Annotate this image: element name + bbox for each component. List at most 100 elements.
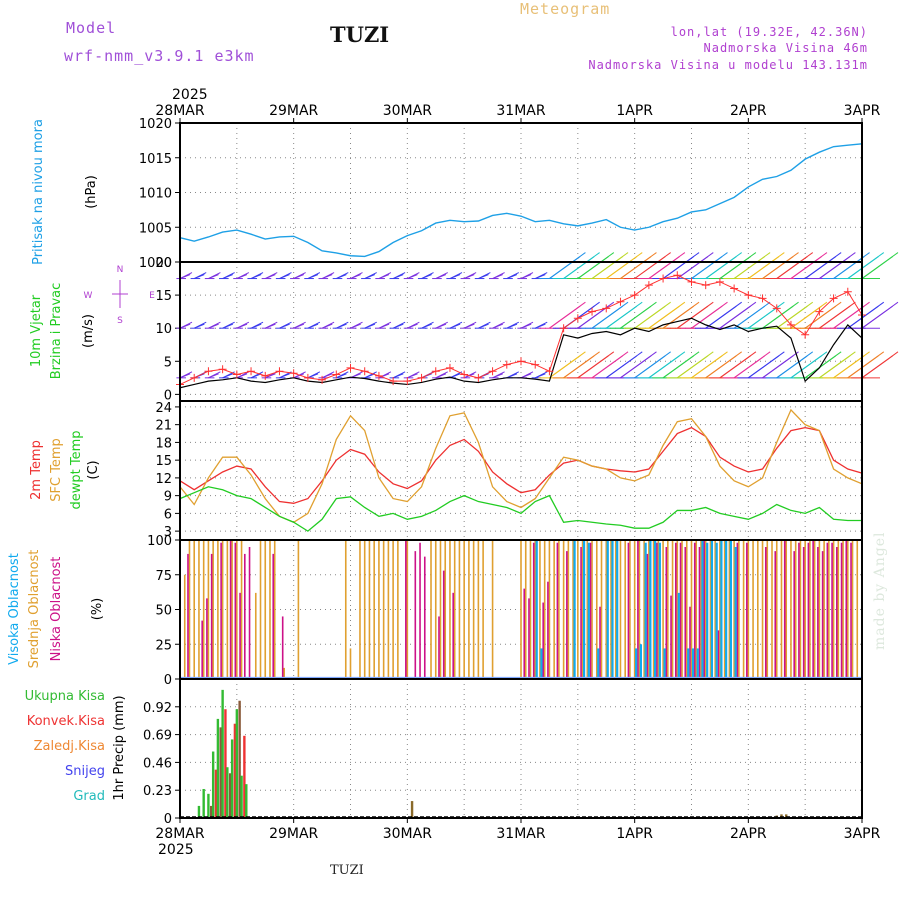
- wind-barb-flag: [250, 323, 262, 329]
- wind-barb: [851, 351, 899, 379]
- wind-barb-flag: [662, 256, 694, 279]
- wind-gust-marker: [715, 277, 724, 286]
- wind-barb: [417, 272, 434, 280]
- wind-barb-flag: [279, 323, 290, 329]
- wind-gust-marker: [588, 307, 597, 316]
- wind-barb: [694, 252, 743, 280]
- wind-gust-marker: [673, 271, 682, 280]
- wind-speed-line: [179, 317, 863, 389]
- wind-gust-marker: [204, 367, 213, 376]
- wind-barb: [609, 351, 657, 379]
- wind-barb: [581, 301, 629, 329]
- wind-barb-flag: [676, 256, 709, 279]
- wind-gust-marker: [843, 287, 852, 296]
- wind-barb: [361, 272, 377, 280]
- wind-barb: [751, 301, 799, 329]
- wind-barb: [517, 371, 534, 379]
- precip-total-bar: [207, 793, 210, 818]
- wind-barb-flag: [236, 373, 248, 379]
- wind-barb: [247, 272, 264, 280]
- wind-barb: [190, 272, 207, 280]
- wind-barb: [460, 272, 477, 280]
- wind-barb: [723, 301, 771, 329]
- product-title: Meteogram: [520, 0, 611, 18]
- wind-barb-flag: [733, 256, 766, 279]
- x-tick-label-bottom: 3APR: [844, 826, 881, 842]
- wind-gust-marker: [275, 367, 284, 376]
- wind-barb-flag: [307, 323, 319, 329]
- wind-barb: [638, 301, 686, 329]
- wind-barb: [808, 301, 856, 329]
- wind-barb: [361, 321, 377, 329]
- wind-barb-flag: [790, 355, 822, 379]
- wind-gust-marker: [445, 363, 454, 372]
- wind-barb-flag: [662, 305, 694, 329]
- wind-barb-flag: [407, 373, 418, 379]
- wind-barb: [638, 252, 686, 280]
- wind-barb-flag: [321, 323, 333, 329]
- wind-barb: [488, 272, 505, 280]
- wind-barb-flag: [435, 274, 447, 280]
- wind-barb-flag: [748, 256, 780, 279]
- wind-barb: [375, 272, 392, 280]
- x-tick-label-top: 3APR: [844, 103, 881, 119]
- wind-barb: [219, 272, 235, 280]
- wind-barb-flag: [705, 256, 737, 279]
- wind-barb: [652, 252, 700, 280]
- wind-barb: [680, 351, 728, 379]
- wind-barb: [737, 351, 785, 379]
- precip-conv-bar: [210, 805, 213, 818]
- wind-barb: [780, 351, 828, 379]
- precip-total-bar: [230, 739, 234, 818]
- wind-barb-flag: [520, 373, 532, 379]
- wind-barb-flag: [804, 256, 837, 279]
- wind-barb: [680, 252, 728, 280]
- wind-barb: [751, 351, 799, 379]
- wind-barb-flag: [463, 274, 475, 280]
- wind-gust-marker: [687, 277, 696, 286]
- wind-barb: [709, 252, 757, 280]
- wind-barb-flag: [336, 274, 347, 280]
- wind-gust-marker: [758, 294, 767, 303]
- wind-barb-flag: [492, 274, 503, 280]
- wind-barb-flag: [265, 274, 276, 280]
- wind-barb: [808, 252, 856, 280]
- precip-legend-item: Ukupna Kisa: [25, 689, 105, 704]
- wind-barb: [765, 252, 814, 280]
- wind-barb-flag: [691, 305, 723, 329]
- wind-barb: [723, 252, 771, 280]
- wind-barb-flag: [321, 373, 333, 379]
- wind-barb: [346, 321, 363, 329]
- compass-s: S: [117, 316, 123, 326]
- wind-barb-flag: [549, 256, 581, 279]
- wind-barb-flag: [506, 373, 518, 379]
- wind-barb-flag: [762, 256, 794, 279]
- wind-barb: [460, 321, 477, 329]
- wind-barb: [666, 301, 714, 329]
- wind-barb-flag: [364, 323, 376, 329]
- wind-barb-flag: [293, 323, 305, 329]
- wind-barb: [780, 301, 828, 329]
- wind-barb: [219, 321, 235, 329]
- wind-axis-unit: (m/s): [81, 314, 96, 348]
- wind-barb: [652, 301, 700, 329]
- wind-barb: [233, 272, 250, 280]
- y-tick-label: 1020: [139, 117, 172, 132]
- wind-barb: [247, 321, 264, 329]
- wind-gust-marker: [460, 370, 469, 379]
- wind-barb: [652, 351, 700, 379]
- wind-barb-flag: [549, 355, 581, 379]
- wind-gust-marker: [389, 377, 398, 386]
- wind-barb-flag: [847, 256, 879, 279]
- y-tick-label: 9: [164, 490, 172, 505]
- wind-barb-flag: [407, 323, 418, 329]
- wind-gust-marker: [431, 367, 440, 376]
- wind-barb-flag: [463, 323, 475, 329]
- x-tick-label-top: 30MAR: [383, 103, 432, 119]
- wind-barb: [318, 321, 335, 329]
- y-tick-label: 10: [155, 322, 172, 337]
- year-label-bottom: 2025: [158, 842, 194, 858]
- wind-barb-flag: [705, 355, 737, 379]
- wind-gust-marker: [786, 320, 795, 329]
